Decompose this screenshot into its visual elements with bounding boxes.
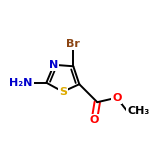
- Text: O: O: [90, 115, 99, 125]
- Text: CH₃: CH₃: [127, 106, 149, 116]
- Text: H₂N: H₂N: [9, 78, 33, 88]
- Text: N: N: [49, 60, 59, 70]
- Text: S: S: [59, 87, 67, 97]
- Text: Br: Br: [66, 39, 80, 49]
- Text: O: O: [112, 93, 121, 103]
